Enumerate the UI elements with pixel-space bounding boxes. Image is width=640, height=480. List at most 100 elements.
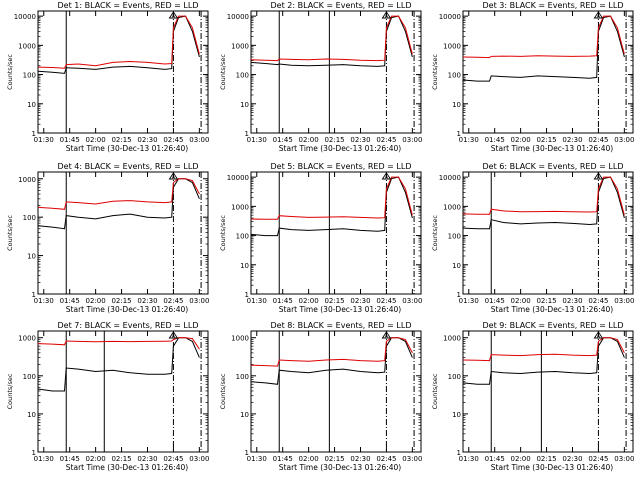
series-line-events — [37, 178, 200, 230]
x-tick-label: 01:45 — [60, 136, 80, 144]
x-tick-label: 01:45 — [485, 297, 505, 305]
plot-frame — [37, 10, 209, 134]
x-tick-label: 02:15 — [324, 455, 344, 463]
y-tick-label: 1000 — [443, 42, 461, 50]
x-tick-label: 02:00 — [86, 297, 106, 305]
panel-title: Det 6: BLACK = Events, RED = LLD — [483, 162, 624, 171]
y-tick-label: 10 — [27, 101, 36, 109]
panel-title: Det 2: BLACK = Events, RED = LLD — [271, 1, 412, 10]
x-axis-label: Start Time (30-Dec-13 01:26:40) — [491, 463, 613, 472]
x-tick-label: 03:00 — [614, 136, 634, 144]
marker-triangle — [593, 331, 604, 339]
x-tick-label: 02:30 — [137, 455, 157, 463]
x-tick-label: 02:45 — [376, 297, 396, 305]
y-tick-label: 10 — [27, 253, 36, 261]
y-tick-label: 1000 — [443, 335, 461, 343]
y-tick-label: 100 — [23, 214, 36, 222]
x-axis-label: Start Time (30-Dec-13 01:26:40) — [66, 463, 188, 472]
marker-triangle — [168, 172, 179, 180]
panel-title: Det 8: BLACK = Events, RED = LLD — [271, 321, 412, 330]
y-tick-label: 1 — [457, 130, 461, 138]
marker-label: A — [172, 334, 176, 340]
panel-title: Det 7: BLACK = Events, RED = LLD — [58, 321, 199, 330]
series-line-lld — [37, 15, 200, 69]
y-tick-label: 1 — [457, 449, 461, 457]
plot-frame — [250, 10, 422, 134]
x-axis-label: Start Time (30-Dec-13 01:26:40) — [279, 463, 401, 472]
y-tick-label: 10 — [452, 411, 461, 419]
marker-label: A — [385, 334, 389, 340]
y-tick-label: 1000 — [231, 42, 249, 50]
marker-label: A — [172, 14, 176, 20]
panel-title: Det 5: BLACK = Events, RED = LLD — [271, 162, 412, 171]
x-tick-label: 02:45 — [163, 455, 183, 463]
x-tick-label: 02:30 — [562, 136, 582, 144]
panel-det-1: 1 10 100 1000 10000 01:30 01:45 02:00 02:15 02:30… — [6, 1, 209, 153]
y-tick-label: 1 — [245, 291, 249, 299]
marker-label: A — [385, 14, 389, 20]
y-tick-label: 1 — [457, 291, 461, 299]
x-tick-label: 02:00 — [511, 297, 531, 305]
y-tick-label: 100 — [448, 233, 461, 241]
series-line-lld — [37, 337, 200, 350]
x-tick-label: 02:00 — [299, 297, 319, 305]
x-tick-label: 01:45 — [60, 297, 80, 305]
x-tick-label: 02:15 — [111, 297, 131, 305]
y-tick-label: 1 — [32, 449, 36, 457]
series-line-lld — [250, 337, 413, 367]
y-axis-label: Counts/sec — [431, 215, 439, 251]
y-tick-label: 100 — [448, 373, 461, 381]
y-tick-label: 100 — [236, 233, 249, 241]
panel-det-8: 1 10 100 1000 01:30 01:45 02:00 02:15 02:30 02:45… — [219, 321, 422, 472]
x-tick-label: 02:30 — [562, 297, 582, 305]
plot-frame — [250, 330, 422, 453]
y-tick-label: 1 — [245, 449, 249, 457]
plot-frame — [462, 10, 634, 134]
y-axis-label: Counts/sec — [6, 373, 14, 409]
panel-det-5: 1 10 100 1000 10000 01:30 01:45 02:00 02:15 02:30… — [219, 162, 422, 314]
x-tick-label: 02:45 — [376, 455, 396, 463]
plot-frame — [462, 330, 634, 453]
x-tick-label: 01:45 — [273, 455, 293, 463]
marker-triangle — [593, 172, 604, 180]
y-tick-label: 100 — [236, 373, 249, 381]
marker-triangle — [168, 331, 179, 339]
x-tick-label: 02:45 — [163, 136, 183, 144]
x-tick-label: 01:45 — [60, 455, 80, 463]
marker-label: A — [385, 175, 389, 181]
x-tick-label: 01:45 — [273, 136, 293, 144]
y-tick-label: 10000 — [227, 13, 249, 21]
y-axis-label: Counts/sec — [219, 215, 227, 251]
x-tick-label: 02:15 — [324, 297, 344, 305]
x-tick-label: 01:45 — [485, 136, 505, 144]
y-tick-label: 10 — [452, 101, 461, 109]
x-tick-label: 03:00 — [614, 297, 634, 305]
y-tick-label: 1000 — [18, 42, 36, 50]
x-tick-label: 02:30 — [562, 455, 582, 463]
marker-triangle — [168, 11, 179, 19]
panel-det-6: 1 10 100 1000 10000 01:30 01:45 02:00 02:15 02:30… — [431, 162, 634, 314]
x-tick-label: 02:00 — [299, 136, 319, 144]
x-tick-label: 02:30 — [350, 297, 370, 305]
x-tick-label: 03:00 — [402, 297, 422, 305]
x-tick-label: 01:30 — [34, 455, 54, 463]
y-tick-label: 10 — [240, 101, 249, 109]
x-tick-label: 03:00 — [614, 455, 634, 463]
x-tick-label: 02:15 — [536, 297, 556, 305]
y-tick-label: 10 — [452, 262, 461, 270]
x-tick-label: 01:30 — [247, 136, 267, 144]
x-tick-label: 02:45 — [163, 297, 183, 305]
panel-title: Det 4: BLACK = Events, RED = LLD — [58, 162, 199, 171]
plot-frame — [250, 171, 422, 295]
x-axis-label: Start Time (30-Dec-13 01:26:40) — [279, 305, 401, 314]
series-line-events — [462, 176, 625, 230]
y-axis-label: Counts/sec — [6, 215, 14, 251]
marker-label: A — [597, 334, 601, 340]
y-tick-label: 1000 — [231, 335, 249, 343]
x-tick-label: 03:00 — [402, 136, 422, 144]
panel-det-9: 1 10 100 1000 01:30 01:45 02:00 02:15 02:30 02:45… — [431, 321, 634, 472]
marker-triangle — [593, 11, 604, 19]
y-tick-label: 1000 — [18, 335, 36, 343]
panel-det-4: 1 10 100 1000 01:30 01:45 02:00 02:15 02:30 02:45… — [6, 162, 209, 314]
